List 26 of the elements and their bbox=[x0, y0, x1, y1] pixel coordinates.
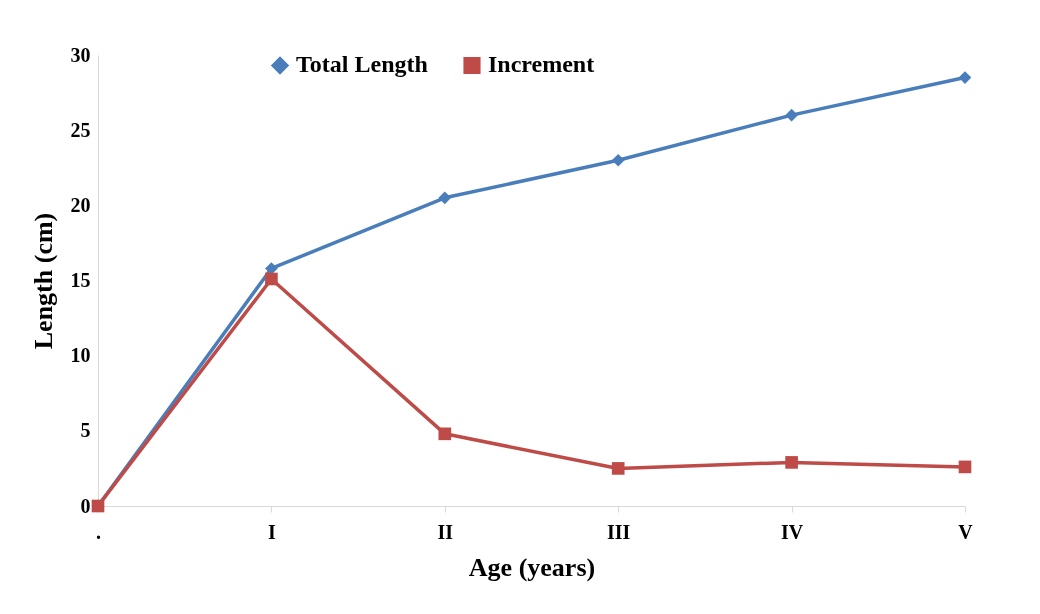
point bbox=[958, 71, 972, 84]
y-tick-label: 20 bbox=[70, 193, 91, 216]
legend-label: Increment bbox=[488, 51, 595, 78]
x-axis-title: Age (years) bbox=[468, 552, 596, 582]
x-tick-label: V bbox=[958, 520, 974, 543]
point bbox=[438, 191, 452, 205]
point bbox=[611, 153, 625, 167]
x-tick-label: II bbox=[437, 520, 454, 543]
x-tick-label: I bbox=[268, 520, 276, 543]
legend-label: Total Length bbox=[296, 51, 428, 78]
y-tick-label: 0 bbox=[80, 494, 91, 517]
x-tick-label: . bbox=[96, 520, 101, 543]
y-tick-label: 15 bbox=[70, 269, 91, 291]
point bbox=[265, 272, 278, 286]
point bbox=[958, 460, 972, 474]
point bbox=[438, 427, 452, 441]
y-tick-label: 25 bbox=[70, 118, 91, 141]
y-tick-label: 5 bbox=[80, 419, 91, 442]
point bbox=[785, 108, 798, 122]
y-tick-label: 30 bbox=[70, 43, 91, 66]
x-tick-label: III bbox=[607, 520, 631, 543]
point bbox=[611, 462, 625, 475]
x-tick-label: IV bbox=[780, 520, 804, 543]
y-axis-title: Length (cm) bbox=[28, 212, 58, 350]
point bbox=[785, 456, 798, 469]
y-tick-label: 10 bbox=[70, 344, 91, 367]
